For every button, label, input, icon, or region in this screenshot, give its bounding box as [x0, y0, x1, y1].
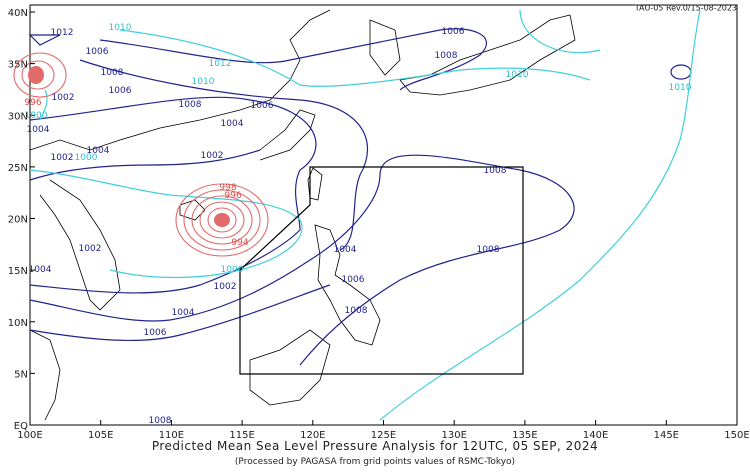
contour-label: 1008: [477, 245, 500, 255]
x-tick-label: 145E: [654, 430, 679, 441]
contour-label: 1008: [345, 306, 368, 316]
coastline: [369, 19, 401, 76]
contour-label: 1000: [75, 153, 98, 163]
x-tick-label: 105E: [88, 430, 113, 441]
isobar: [28, 34, 61, 46]
isobar: [183, 189, 261, 251]
contour-label: 1002: [79, 244, 102, 254]
par-boundary: [239, 166, 524, 375]
contour-label: 1008: [179, 100, 202, 110]
coastline: [259, 109, 316, 161]
contour-label: 1010: [669, 83, 692, 93]
contour-label: 1012: [209, 59, 232, 69]
contour-label: 1000: [25, 111, 48, 121]
contour-label: 1002: [52, 93, 75, 103]
y-tick-label: 30N: [8, 111, 28, 122]
isobar: [379, 9, 701, 421]
contour-label: 1004: [29, 265, 52, 275]
contour-label: 1008: [435, 51, 458, 61]
isobar: [29, 149, 261, 181]
coastline: [29, 329, 61, 421]
chart-subtitle: (Processed by PAGASA from grid points va…: [235, 457, 515, 467]
y-tick-label: 20N: [8, 215, 28, 226]
contour-label: 1006: [442, 27, 465, 37]
contour-label: 1004: [87, 146, 110, 156]
x-tick-label: 130E: [441, 430, 466, 441]
contour-label: 1002: [214, 282, 237, 292]
isobar: [29, 96, 317, 294]
isobar: [119, 29, 591, 87]
contour-label: 1008: [484, 166, 507, 176]
y-tick-label: 5N: [14, 369, 28, 380]
contour-label: 1006: [109, 86, 132, 96]
isobar: [519, 9, 601, 54]
x-tick-label: 140E: [583, 430, 608, 441]
contour-label: 1006: [86, 47, 109, 57]
contour-label: 994: [231, 238, 248, 248]
contour-label: 996: [224, 191, 241, 201]
contour-label: 1000: [221, 265, 244, 275]
isobar: [191, 195, 253, 245]
isobar: [175, 183, 269, 257]
contour-label: 1006: [251, 101, 274, 111]
chart-title: Predicted Mean Sea Level Pressure Analys…: [152, 439, 598, 453]
isobar: [29, 284, 331, 342]
typhoon-center: [214, 213, 230, 227]
contour-label: 1006: [342, 275, 365, 285]
x-tick-label: 120E: [300, 430, 325, 441]
contour-label: 1010: [109, 23, 132, 33]
contour-label: 1004: [221, 119, 244, 129]
y-tick-label: 15N: [8, 266, 28, 277]
x-tick-label: 135E: [512, 430, 537, 441]
coastline: [249, 329, 331, 406]
coastlines: [29, 9, 576, 421]
contour-label: 1008: [149, 416, 172, 426]
isobar: [29, 154, 575, 366]
y-tick-label: 10N: [8, 318, 28, 329]
contour-label: 1002: [51, 153, 74, 163]
isobars: [28, 9, 701, 421]
contour-label: 1010: [506, 70, 529, 80]
y-tick-label: 40N: [8, 8, 28, 19]
map-frame: [29, 4, 738, 426]
contour-label: 1004: [172, 308, 195, 318]
isobar: [99, 28, 487, 91]
contour-label: 1008: [101, 68, 124, 78]
coastline: [307, 167, 323, 201]
coastline: [314, 224, 381, 346]
coastline: [29, 9, 331, 151]
contour-label: 1004: [334, 245, 357, 255]
typhoon-isobars: [13, 52, 269, 257]
y-tick-label: 35N: [8, 60, 28, 71]
contour-label: 998: [219, 183, 236, 193]
contour-label: 1012: [51, 28, 74, 38]
y-tick-label: 25N: [8, 163, 28, 174]
coastline: [39, 179, 121, 311]
isobar: [29, 169, 303, 279]
chart-code: TAU-05 Rev.0/15-08-2023: [634, 4, 737, 13]
isobar: [79, 59, 369, 251]
isobar: [13, 52, 67, 98]
isobar: [39, 89, 48, 121]
contour-label: 1002: [201, 151, 224, 161]
isobar: [207, 207, 237, 233]
isobar: [199, 201, 245, 239]
contour-label: 1010: [192, 77, 215, 87]
x-tick-label: 115E: [229, 430, 254, 441]
x-tick-label: 125E: [371, 430, 396, 441]
x-tick-label: 100E: [17, 430, 42, 441]
contour-label: 996: [24, 98, 41, 108]
isobar: [21, 60, 55, 90]
y-tick-label: EQ: [14, 421, 28, 432]
contour-label: 1006: [144, 328, 167, 338]
contour-label: 1004: [27, 125, 50, 135]
low-center: [28, 66, 44, 84]
x-tick-label: 110E: [159, 430, 184, 441]
x-tick-label: 150E: [724, 430, 749, 441]
coastline: [399, 14, 576, 96]
